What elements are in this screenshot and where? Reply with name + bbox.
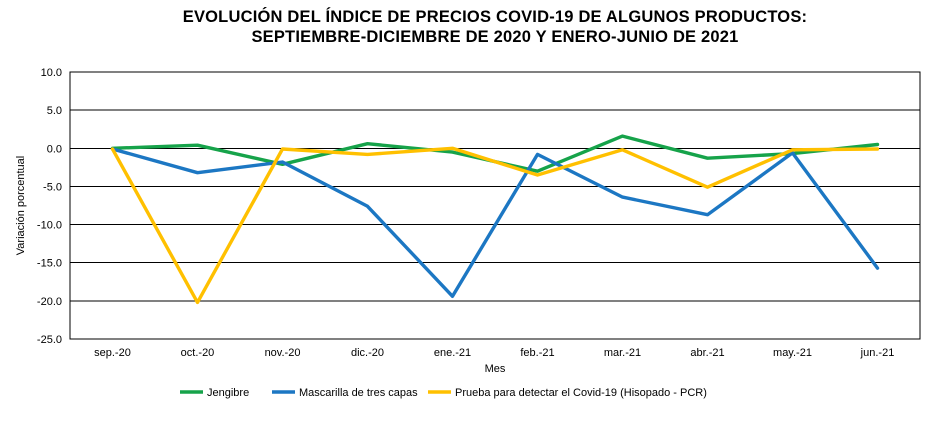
x-axis-tick-label: nov.-20	[265, 347, 301, 359]
y-axis-tick-label: 0.0	[47, 143, 62, 155]
x-axis-tick-label: jun.-21	[860, 347, 895, 359]
x-axis-tick-label: may.-21	[773, 347, 812, 359]
x-axis-tick-label: dic.-20	[351, 347, 384, 359]
series-line-0	[110, 134, 880, 173]
series-line-2	[110, 146, 880, 305]
legend-label-0: Jengibre	[207, 387, 249, 399]
series-line-1	[110, 147, 880, 298]
x-axis-tick-label: mar.-21	[604, 347, 641, 359]
x-axis-tick-label: abr.-21	[690, 347, 724, 359]
x-axis-tick-label: feb.-21	[520, 347, 554, 359]
legend-label-2: Prueba para detectar el Covid-19 (Hisopa…	[455, 387, 707, 399]
plot-border	[69, 71, 921, 340]
x-axis-tick-label: ene.-21	[434, 347, 471, 359]
y-axis-tick-label: -10.0	[37, 220, 62, 232]
x-axis-tick-label: sep.-20	[94, 347, 131, 359]
x-axis-tick-label: oct.-20	[181, 347, 215, 359]
chart-title: EVOLUCIÓN DEL ÍNDICE DE PRECIOS COVID-19…	[182, 8, 808, 46]
y-axis-tick-label: -20.0	[37, 296, 62, 308]
y-axis-tick-label: 5.0	[47, 105, 62, 117]
x-axis-title: Mes	[485, 363, 506, 375]
y-axis-tick-label: 10.0	[41, 67, 62, 79]
y-axis-tick-label: -25.0	[37, 334, 62, 346]
y-axis-tick-label: -15.0	[37, 258, 62, 270]
legend-label-1: Mascarilla de tres capas	[299, 387, 418, 399]
y-axis-title: Variación porcentual	[15, 156, 27, 255]
y-axis-tick-label: -5.0	[43, 181, 62, 193]
